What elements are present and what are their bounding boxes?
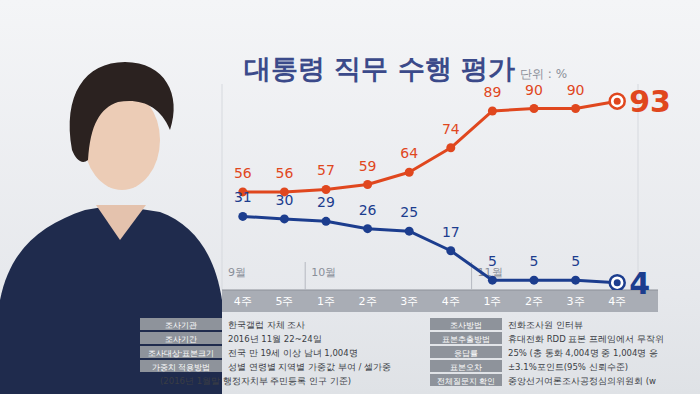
point-marker xyxy=(488,106,497,115)
data-label: 59 xyxy=(359,158,377,174)
portrait-neck xyxy=(96,205,146,240)
point-marker xyxy=(238,212,247,221)
point-marker xyxy=(363,180,372,189)
data-label: 5 xyxy=(571,253,580,269)
info-label: 가중치 적용방법 xyxy=(152,363,211,372)
point-marker xyxy=(405,227,414,236)
info-text: 중앙선거여론조사공정심의위원회 (w xyxy=(508,376,656,386)
info-text: 전국 만 19세 이상 남녀 1,004명 xyxy=(228,348,358,358)
x-tick-label: 4주 xyxy=(608,295,626,308)
y-axis-line xyxy=(222,84,223,290)
plot-area xyxy=(238,94,624,290)
series-line xyxy=(243,101,617,192)
data-label: 74 xyxy=(442,121,460,137)
info-text: 휴대전화 RDD 표본 프레임에서 무작위 xyxy=(508,334,664,344)
point-marker xyxy=(488,276,497,285)
data-label-end: 4 xyxy=(629,266,650,301)
background xyxy=(0,0,700,394)
info-text: (2016년 1월말 행정자치부 주민등록 인구 기준) xyxy=(160,376,351,386)
data-label: 90 xyxy=(567,82,585,98)
point-marker-end xyxy=(610,275,625,290)
data-label: 30 xyxy=(275,192,293,208)
info-label-box xyxy=(430,332,502,344)
data-label: 5 xyxy=(530,253,539,269)
unit-label: 단위 : % xyxy=(520,67,567,81)
info-label-box xyxy=(430,360,502,372)
point-marker xyxy=(571,276,580,285)
data-label: 29 xyxy=(317,194,335,210)
info-label: 조사방법 xyxy=(450,321,482,330)
point-marker xyxy=(280,214,289,223)
survey-info: 조사기관 한국갤럽 자체 조사조사기간 2016년 11월 22~24일조사대상·표… xyxy=(140,318,664,386)
info-label-box xyxy=(430,374,502,386)
info-label-box xyxy=(140,318,222,330)
info-text: 25% (총 통화 4,004명 중 1,004명 응 xyxy=(508,348,658,358)
x-axis-line xyxy=(222,290,658,291)
info-label: 전체질문지 확인 xyxy=(437,377,496,386)
data-label: 56 xyxy=(234,165,252,181)
point-marker-end xyxy=(610,94,625,109)
info-text: 2016년 11월 22~24일 xyxy=(228,334,322,344)
point-marker-end-dot xyxy=(614,98,621,105)
point-marker xyxy=(405,168,414,177)
info-label: 조사대상·표본크기 xyxy=(148,349,215,358)
point-marker xyxy=(322,217,331,226)
data-labels: 56 56 57 59 64 74 89 90 90 93 31 30 29 26 25 17 5 5 5 4 xyxy=(234,82,671,301)
info-label: 조사기간 xyxy=(165,335,197,344)
x-tick-label: 4주 xyxy=(442,295,460,308)
data-label: 25 xyxy=(400,204,418,220)
point-marker xyxy=(363,224,372,233)
point-marker xyxy=(530,276,539,285)
info-text: 전화조사원 인터뷰 xyxy=(508,320,583,330)
data-label: 89 xyxy=(483,84,501,100)
month-label: 10월 xyxy=(311,266,336,279)
x-tick-label: 2주 xyxy=(359,295,377,308)
portrait xyxy=(0,62,222,394)
info-label: 조사기관 xyxy=(165,321,197,330)
info-text: 한국갤럽 자체 조사 xyxy=(228,320,305,330)
x-tick-label: 3주 xyxy=(400,295,418,308)
data-label-end: 93 xyxy=(629,84,671,119)
x-tick-label: 1주 xyxy=(483,295,501,308)
chart-root: 대통령 직무 수행 평가 단위 : % 4주 5주 1주 2주 3주 4주 1주 2주 3주 4주 9월… xyxy=(0,0,700,394)
info-label-box xyxy=(140,332,222,344)
info-label: 응답률 xyxy=(454,349,478,358)
data-label: 26 xyxy=(359,202,377,218)
x-tick-label: 5주 xyxy=(275,295,293,308)
portrait-hair xyxy=(70,62,174,162)
point-marker xyxy=(446,143,455,152)
x-axis-band xyxy=(222,290,658,312)
point-marker xyxy=(571,104,580,113)
series-line xyxy=(243,216,617,282)
info-label: 표본추출방법 xyxy=(442,335,490,344)
point-marker xyxy=(530,104,539,113)
point-marker xyxy=(446,246,455,255)
info-label: 표본오차 xyxy=(450,363,482,372)
portrait-jacket xyxy=(0,205,222,394)
info-label-box xyxy=(140,360,222,372)
x-tick-label: 1주 xyxy=(317,295,335,308)
info-text: 성별 연령별 지역별 가중값 부여 / 셀가중 xyxy=(228,362,391,372)
data-label: 31 xyxy=(234,189,252,205)
info-label-box xyxy=(430,346,502,358)
data-label: 17 xyxy=(442,224,460,240)
x-tick-label: 4주 xyxy=(234,295,252,308)
info-text: ±3.1%포인트(95% 신뢰수준) xyxy=(508,362,628,372)
data-label: 5 xyxy=(488,253,497,269)
x-tick-label: 3주 xyxy=(567,295,585,308)
data-label: 56 xyxy=(275,165,293,181)
point-marker xyxy=(322,185,331,194)
point-marker-end-dot xyxy=(614,279,621,286)
data-label: 90 xyxy=(525,82,543,98)
info-label-box xyxy=(140,346,222,358)
info-label-box xyxy=(430,318,502,330)
x-tick-label: 2주 xyxy=(525,295,543,308)
data-label: 64 xyxy=(400,145,418,161)
title: 대통령 직무 수행 평가 xyxy=(244,53,515,84)
month-separator xyxy=(305,262,306,290)
data-label: 57 xyxy=(317,162,335,178)
month-label: 9월 xyxy=(228,266,246,279)
